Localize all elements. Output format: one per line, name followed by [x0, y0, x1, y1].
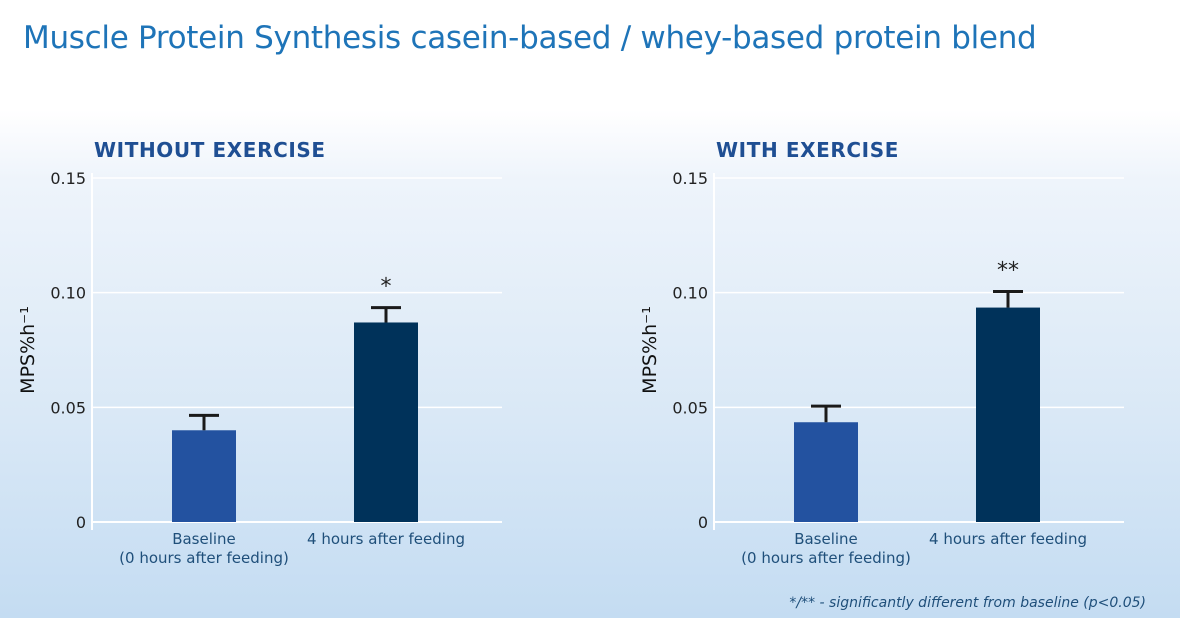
significance-marker: * — [381, 275, 392, 300]
panel-title: WITH EXERCISE — [716, 138, 899, 162]
page-title: Muscle Protein Synthesis casein-based / … — [23, 20, 1037, 56]
x-category-label: 4 hours after feeding — [929, 530, 1087, 548]
x-category-label: 4 hours after feeding — [307, 530, 465, 548]
x-category-label: Baseline (0 hours after feeding) — [119, 530, 289, 567]
bar — [794, 422, 858, 522]
y-tick-label: 0.10 — [50, 284, 86, 303]
chart-with-exercise: WITH EXERCISE 0 0.05 0.10 0.15 MPS%h⁻¹ Baselin… — [639, 138, 1124, 567]
y-tick-label: 0.15 — [672, 169, 708, 188]
chart-without-exercise: WITHOUT EXERCISE 0 0.05 0.10 0.15 MPS%h⁻¹ Base… — [17, 138, 502, 567]
y-tick-label: 0.05 — [50, 398, 86, 417]
y-tick-label: 0 — [76, 513, 86, 532]
y-tick-label: 0.05 — [672, 398, 708, 417]
y-tick-label: 0 — [698, 513, 708, 532]
y-tick-label: 0.15 — [50, 169, 86, 188]
y-tick-label: 0.10 — [672, 284, 708, 303]
bar — [976, 307, 1040, 522]
significance-marker: ** — [997, 259, 1019, 284]
bar — [354, 322, 418, 522]
bar — [172, 430, 236, 522]
y-axis-label: MPS%h⁻¹ — [17, 306, 39, 394]
x-category-label: Baseline (0 hours after feeding) — [741, 530, 911, 567]
y-axis-label: MPS%h⁻¹ — [639, 306, 661, 394]
significance-footnote: */** - significantly different from base… — [789, 595, 1146, 611]
panel-title: WITHOUT EXERCISE — [94, 138, 326, 162]
